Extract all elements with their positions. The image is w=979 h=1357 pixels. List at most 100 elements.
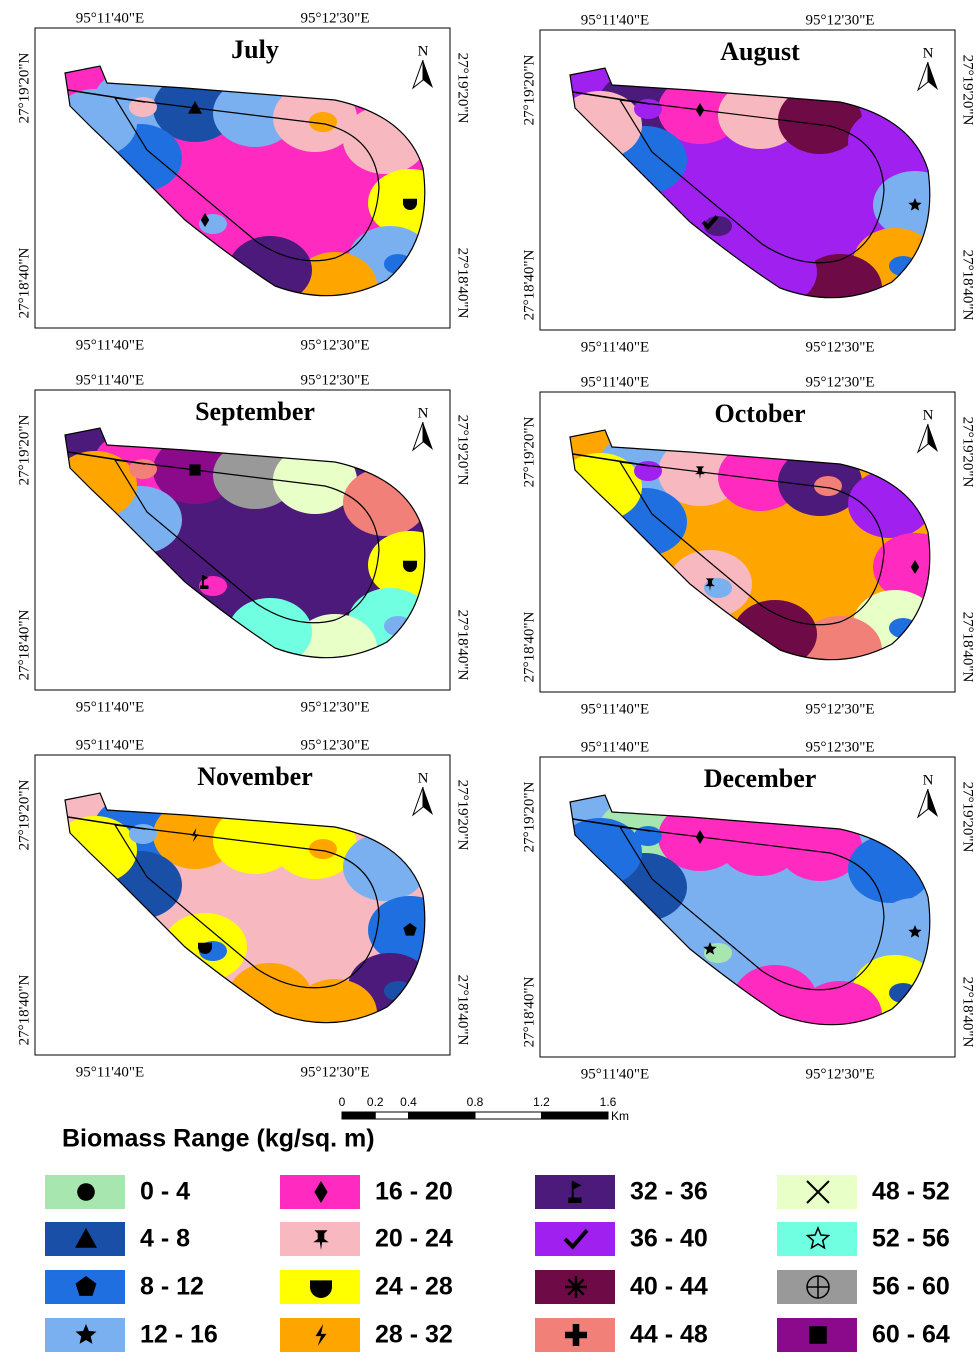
latitude-label: 27°18'40"N [521, 612, 537, 683]
latitude-label: 27°18'40"N [455, 248, 471, 319]
longitude-label: 95°12'30"E [301, 737, 370, 753]
scale-segment [475, 1112, 542, 1119]
legend-label: 4 - 8 [140, 1225, 190, 1253]
legend-label: 40 - 44 [630, 1273, 708, 1301]
legend-label: 16 - 20 [375, 1178, 453, 1206]
legend-label: 56 - 60 [872, 1273, 950, 1301]
scale-tick-label: 1.2 [533, 1095, 550, 1109]
latitude-label: 27°18'40"N [16, 248, 32, 319]
legend-item: 28 - 32 [280, 1318, 453, 1352]
longitude-label: 95°11'40"E [581, 1066, 649, 1082]
longitude-label: 95°12'30"E [806, 12, 875, 28]
legend-label: 12 - 16 [140, 1321, 218, 1349]
latitude-label: 27°18'40"N [455, 610, 471, 681]
legend-swatch [535, 1222, 615, 1256]
longitude-label: 95°12'30"E [301, 1064, 370, 1080]
legend-label: 52 - 56 [872, 1225, 950, 1253]
legend-label: 48 - 52 [872, 1178, 950, 1206]
scale-tick-label: 1.6 [600, 1095, 617, 1109]
latitude-label: 27°18'40"N [521, 250, 537, 321]
latitude-label: 27°18'40"N [455, 975, 471, 1046]
longitude-label: 95°11'40"E [76, 10, 144, 26]
legend-label: 36 - 40 [630, 1225, 708, 1253]
longitude-label: 95°11'40"E [76, 737, 144, 753]
longitude-label: 95°11'40"E [76, 337, 144, 353]
longitude-label: 95°12'30"E [301, 699, 370, 715]
legend-label: 60 - 64 [872, 1321, 950, 1349]
latitude-label: 27°18'40"N [521, 977, 537, 1048]
longitude-label: 95°11'40"E [76, 699, 144, 715]
scale-segment [375, 1112, 408, 1119]
longitude-label: 95°12'30"E [301, 372, 370, 388]
panel-title: October [715, 399, 806, 428]
legend-label: 24 - 28 [375, 1273, 453, 1301]
map-panel: September N 95°11'40"E 95°11'40"E 95°12'30"E… [16, 372, 470, 715]
legend-item: 12 - 16 [45, 1318, 218, 1352]
legend-label: 20 - 24 [375, 1225, 453, 1253]
latitude-label: 27°19'20"N [455, 53, 471, 124]
symbol [200, 586, 208, 590]
legend-item: 24 - 28 [280, 1270, 453, 1304]
north-label: N [923, 407, 934, 423]
legend-item: 52 - 56 [777, 1222, 950, 1256]
legend-item: 8 - 12 [45, 1270, 204, 1304]
panel-title: September [195, 397, 315, 426]
scale-tick-label: 0 [339, 1095, 346, 1109]
latitude-label: 27°18'40"N [960, 250, 976, 321]
symbol [77, 1183, 95, 1201]
map-panel: OctoberN95°11'40"E95°11'40"E95°12'30"E95… [521, 374, 975, 717]
panel-title: November [197, 762, 313, 791]
north-label: N [923, 45, 934, 61]
scale-tick-label: 0.8 [467, 1095, 484, 1109]
longitude-label: 95°12'30"E [301, 10, 370, 26]
legend-label: 0 - 4 [140, 1178, 190, 1206]
latitude-label: 27°19'20"N [521, 782, 537, 853]
scale-tick-label: 0.2 [367, 1095, 384, 1109]
latitude-label: 27°19'20"N [521, 55, 537, 126]
legend-item: 40 - 44 [535, 1270, 708, 1304]
legend-swatch [777, 1222, 857, 1256]
legend-item: 32 - 36 [535, 1175, 708, 1209]
north-label: N [418, 43, 429, 59]
north-label: N [418, 405, 429, 421]
latitude-label: 27°19'20"N [455, 780, 471, 851]
latitude-label: 27°19'20"N [960, 417, 976, 488]
legend-item: 44 - 48 [535, 1318, 708, 1352]
legend-item: 36 - 40 [535, 1222, 708, 1256]
scale-segment [542, 1112, 609, 1119]
map-panel: NovemberN95°11'40"E95°11'40"E95°12'30"E9… [16, 737, 470, 1080]
latitude-label: 27°18'40"N [960, 977, 976, 1048]
longitude-label: 95°11'40"E [581, 374, 649, 390]
longitude-label: 95°11'40"E [581, 739, 649, 755]
figure: JulyN95°11'40"E95°11'40"E95°12'30"E95°12… [0, 0, 979, 1357]
legend-label: 32 - 36 [630, 1178, 708, 1206]
longitude-label: 95°12'30"E [301, 337, 370, 353]
scale-tick-label: 0.4 [400, 1095, 417, 1109]
latitude-label: 27°19'20"N [521, 417, 537, 488]
legend-swatch [535, 1175, 615, 1209]
legend-item: 48 - 52 [777, 1175, 950, 1209]
longitude-label: 95°11'40"E [581, 12, 649, 28]
latitude-label: 27°19'20"N [960, 55, 976, 126]
north-label: N [923, 772, 934, 788]
longitude-label: 95°12'30"E [806, 701, 875, 717]
legend-label: 8 - 12 [140, 1273, 204, 1301]
symbol [189, 464, 200, 475]
longitude-label: 95°11'40"E [581, 339, 649, 355]
legend-item: 16 - 20 [280, 1175, 453, 1209]
latitude-label: 27°18'40"N [16, 975, 32, 1046]
latitude-label: 27°19'20"N [16, 415, 32, 486]
longitude-label: 95°11'40"E [581, 701, 649, 717]
legend-label: 28 - 32 [375, 1321, 453, 1349]
legend-item: 56 - 60 [777, 1270, 950, 1304]
latitude-label: 27°19'20"N [455, 415, 471, 486]
latitude-label: 27°19'20"N [16, 53, 32, 124]
scale-unit: Km [611, 1109, 629, 1123]
longitude-label: 95°12'30"E [806, 339, 875, 355]
scale-segment [409, 1112, 476, 1119]
legend-title: Biomass Range (kg/sq. m) [62, 1125, 375, 1153]
longitude-label: 95°11'40"E [76, 372, 144, 388]
latitude-label: 27°19'20"N [960, 782, 976, 853]
